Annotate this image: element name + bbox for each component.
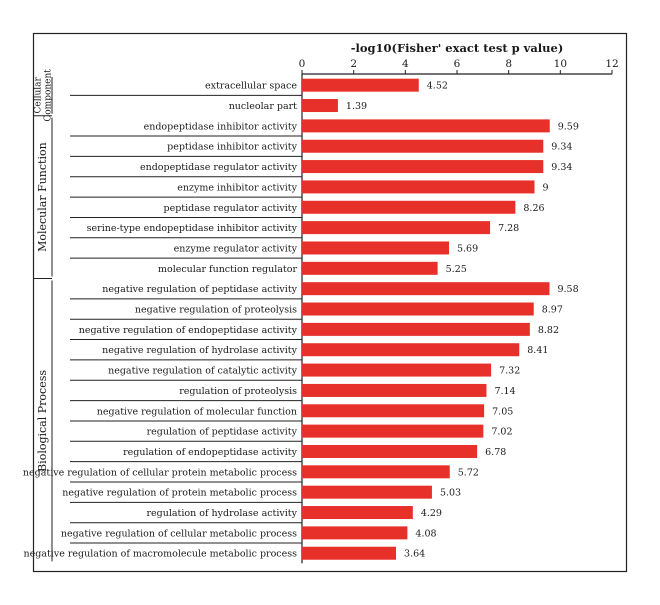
category-label: peptidase regulator activity: [164, 203, 298, 214]
bar: [302, 444, 478, 458]
bar-value-label: 7.05: [492, 406, 513, 417]
bar-value-label: 4.08: [415, 528, 436, 539]
bar-value-label: 9.34: [551, 142, 572, 153]
category-label: negative regulation of proteolysis: [135, 305, 297, 316]
bar-value-label: 8.41: [527, 345, 548, 356]
bar-value-label: 9.34: [551, 162, 572, 173]
bar: [302, 526, 408, 540]
group-sections: Cellular Component extracellular space nucl…: [23, 69, 303, 564]
bar: [302, 99, 338, 113]
category-label: negative regulation of protein metabolic…: [62, 488, 297, 499]
group-label: Biological Process: [36, 370, 49, 472]
bar: [302, 506, 413, 520]
bar: [302, 404, 485, 418]
bar: [302, 180, 535, 194]
x-tick-label: 4: [402, 58, 409, 70]
x-tick-label: 10: [554, 58, 567, 70]
bar: [302, 160, 544, 174]
bar: [302, 546, 397, 560]
category-label: negative regulation of macromolecule met…: [23, 549, 297, 560]
category-label: negative regulation of cellular protein …: [23, 467, 297, 478]
bar: [302, 261, 438, 275]
x-axis: 0 2 4 6 8 10 12: [299, 58, 619, 75]
bar: [302, 221, 491, 235]
bar: [302, 363, 492, 377]
bar: [302, 343, 520, 357]
category-label: negative regulation of endopeptidase act…: [79, 325, 298, 336]
bar: [302, 200, 516, 214]
bar-value-label: 7.32: [499, 366, 520, 377]
bar-value-label: 8.82: [538, 325, 559, 336]
category-label: regulation of proteolysis: [179, 386, 297, 397]
x-tick-label: 12: [605, 58, 618, 70]
group-label: Cellular: [34, 76, 44, 113]
bar: [302, 78, 419, 92]
category-label: negative regulation of hydrolase activit…: [102, 345, 297, 356]
category-label: negative regulation of peptidase activit…: [102, 284, 297, 295]
x-tick-label: 0: [299, 58, 306, 70]
bar-value-label: 7.14: [494, 386, 515, 397]
bar-value-label: 8.26: [523, 203, 544, 214]
chart-frame: [32, 32, 628, 573]
category-label: negative regulation of catalytic activit…: [108, 366, 298, 377]
bar: [302, 282, 550, 296]
category-label: negative regulation of molecular functio…: [97, 406, 297, 417]
bar-value-label: 7.02: [491, 427, 512, 438]
category-label: endopeptidase inhibitor activity: [144, 121, 298, 132]
bar-value-label: 9: [543, 182, 549, 193]
bar-value-label: 9.58: [557, 284, 578, 295]
category-label: peptidase inhibitor activity: [167, 142, 297, 153]
bar: [302, 465, 450, 479]
bar-value-label: 7.28: [498, 223, 519, 234]
bar-value-label: 8.97: [542, 305, 563, 316]
category-label: negative regulation of cellular metaboli…: [61, 528, 297, 539]
x-tick-label: 2: [350, 58, 357, 70]
category-label: enzyme inhibitor activity: [177, 182, 297, 193]
bar: [302, 139, 544, 153]
bar-value-label: 1.39: [346, 101, 367, 112]
bars: 4.521.399.599.349.3498.267.285.695.259.5…: [302, 78, 579, 560]
bar: [302, 383, 487, 397]
category-label: regulation of endopeptidase activity: [123, 447, 298, 458]
bar-value-label: 5.72: [458, 467, 479, 478]
bar: [302, 119, 550, 133]
x-tick-label: 8: [505, 58, 512, 70]
bar: [302, 424, 484, 438]
bar: [302, 485, 432, 499]
bar-value-label: 4.52: [427, 81, 448, 92]
group-label: Component: [44, 69, 54, 122]
category-label: regulation of hydrolase activity: [146, 508, 297, 519]
bar-value-label: 5.03: [440, 488, 461, 499]
bar: [302, 241, 449, 255]
bar-value-label: 6.78: [485, 447, 506, 458]
category-label: molecular function regulator: [158, 264, 297, 275]
category-label: enzyme regulator activity: [174, 243, 298, 254]
category-label: extracellular space: [205, 81, 297, 92]
category-label: regulation of peptidase activity: [147, 427, 298, 438]
bar-value-label: 5.69: [457, 243, 478, 254]
bar-value-label: 9.59: [558, 121, 579, 132]
bar: [302, 322, 530, 336]
bar-value-label: 5.25: [446, 264, 467, 275]
bar: [302, 302, 534, 316]
bar-value-label: 4.29: [421, 508, 442, 519]
bar-value-label: 3.64: [404, 549, 425, 560]
x-tick-label: 6: [454, 58, 461, 70]
category-label: serine-type endopeptidase inhibitor acti…: [87, 223, 298, 234]
chart-title: -log10(Fisher' exact test p value): [351, 41, 564, 55]
group-label: Molecular Function: [36, 142, 49, 252]
category-label: nucleolar part: [229, 101, 297, 112]
category-label: endopeptidase regulator activity: [140, 162, 298, 173]
